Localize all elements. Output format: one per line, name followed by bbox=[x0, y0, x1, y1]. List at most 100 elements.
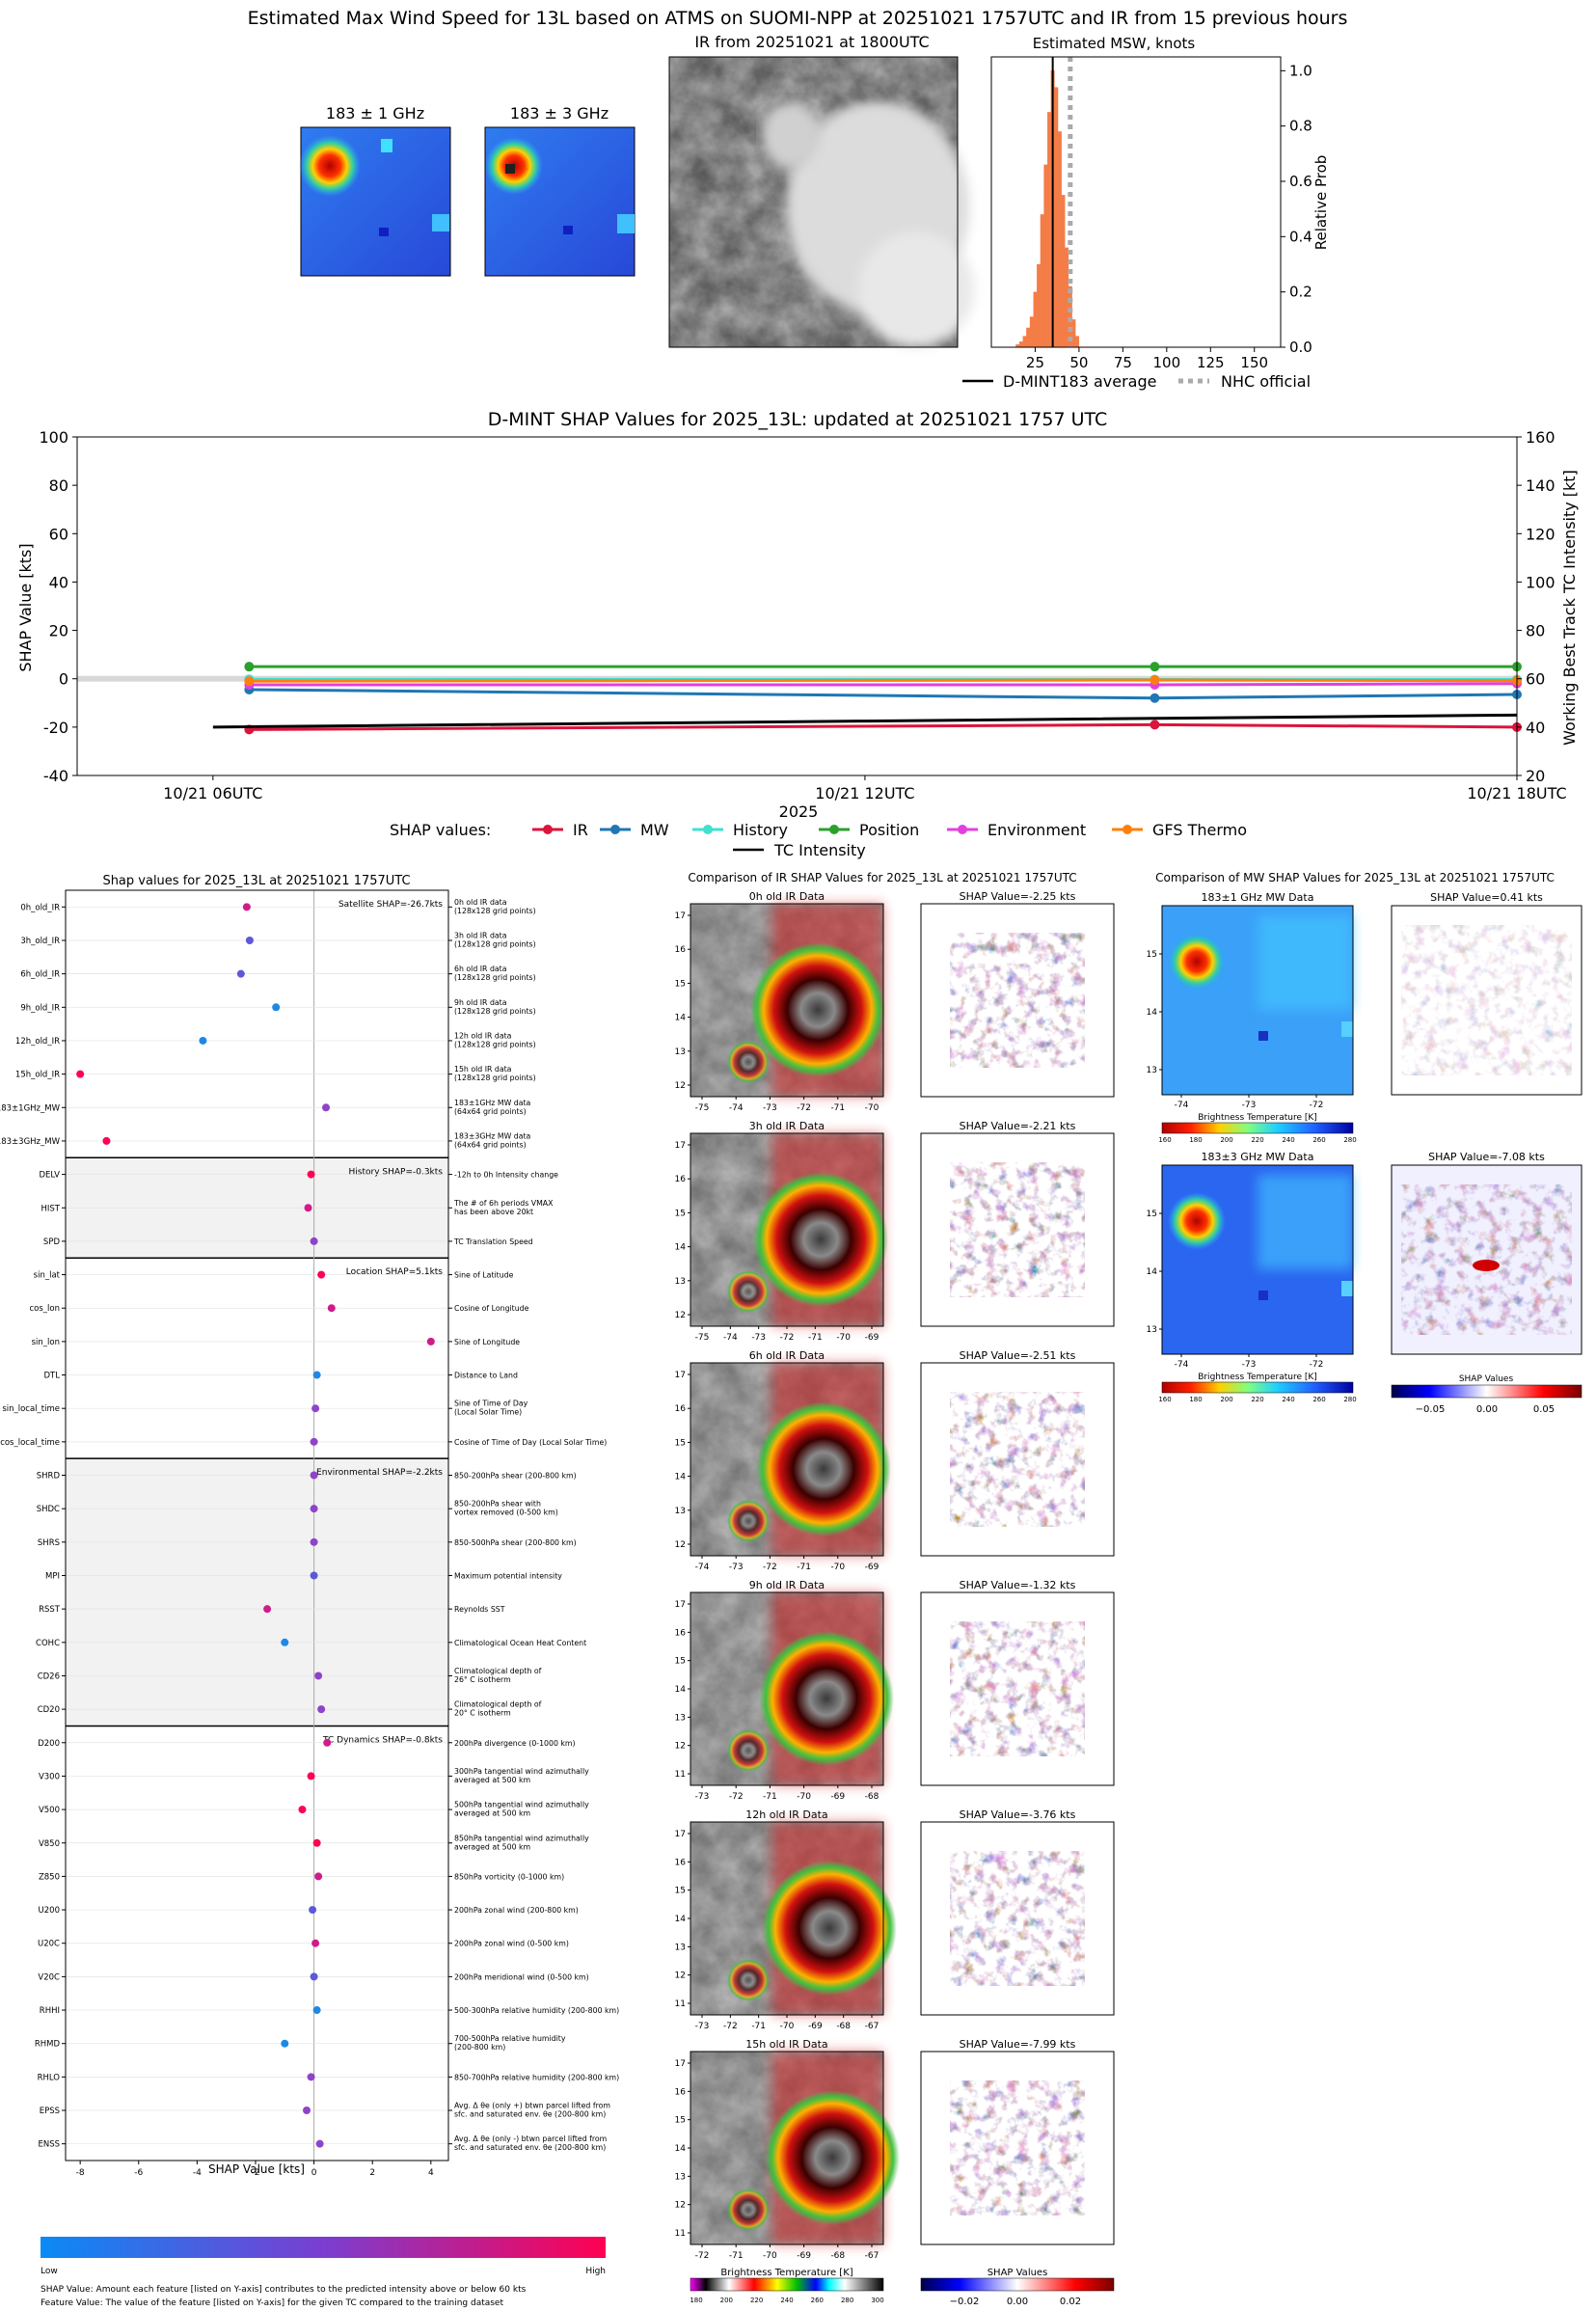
feature-description: (Local Solar Time) bbox=[454, 1408, 522, 1417]
mw-xtick: -73 bbox=[1242, 1101, 1257, 1110]
mw-cbar-tick: 280 bbox=[1343, 1136, 1356, 1144]
hist-ytick: 0.8 bbox=[1289, 118, 1312, 135]
ir-ytick: 11 bbox=[675, 1999, 686, 2009]
scatter-xtick: -6 bbox=[134, 2168, 143, 2178]
feature-description: 6h old IR data bbox=[454, 965, 507, 973]
shap-point bbox=[199, 1036, 207, 1045]
feature-description: 850-200hPa shear with bbox=[454, 1500, 541, 1509]
mw-cbar-tick: 260 bbox=[1312, 1396, 1325, 1403]
feature-description: Climatological Ocean Heat Content bbox=[454, 1639, 586, 1647]
mw-ytick: 14 bbox=[1147, 1008, 1158, 1018]
group-label: Location SHAP=5.1kts bbox=[346, 1267, 444, 1277]
ts-y2tick: 60 bbox=[1526, 670, 1545, 689]
ir-ytick: 13 bbox=[675, 1713, 686, 1723]
ir-xtick: -74 bbox=[729, 1103, 744, 1113]
feature-label: sin_lon bbox=[32, 1338, 60, 1347]
ir-xtick: -68 bbox=[830, 2251, 845, 2261]
ts-frame bbox=[76, 436, 1518, 776]
ir-ytick: 16 bbox=[675, 1858, 687, 1867]
shap-point bbox=[307, 1772, 315, 1781]
ts-xlabel: 2025 bbox=[779, 802, 819, 821]
hist-ytick: 0.4 bbox=[1289, 228, 1312, 245]
ir-xtick: -71 bbox=[729, 2251, 744, 2261]
ir-ytick: 12 bbox=[675, 1742, 686, 1752]
mw1-image bbox=[299, 126, 451, 277]
shap-point bbox=[303, 2107, 311, 2115]
hist-ylabel: Relative Prob bbox=[1312, 155, 1330, 251]
shap-point bbox=[314, 1672, 323, 1680]
ir-comp-title: Comparison of IR SHAP Values for 2025_13… bbox=[688, 871, 1076, 884]
ir-ytick: 17 bbox=[675, 1141, 686, 1151]
scatter-xtick: 4 bbox=[428, 2168, 434, 2178]
ir-ytick: 15 bbox=[675, 979, 686, 989]
ir-ytick: 17 bbox=[675, 911, 686, 921]
mw-cbar-tick: 180 bbox=[1189, 1396, 1202, 1403]
ir-shap-cbar-tick: 0.00 bbox=[1007, 2297, 1028, 2307]
ir-data-panel: -72 -71 -70 -69 -68 -67 17 16 15 14 13 12 11 bbox=[675, 2051, 900, 2261]
ir-data-title: 15h old IR Data bbox=[745, 2038, 827, 2051]
feature-label: V20C bbox=[38, 1972, 60, 1982]
feature-label: SHDC bbox=[37, 1505, 60, 1514]
ir-ytick: 11 bbox=[675, 1770, 686, 1780]
feature-description: 183±1GHz MW data bbox=[454, 1099, 531, 1107]
ts-ytick: 60 bbox=[49, 525, 68, 543]
ir-ytick: 17 bbox=[675, 1371, 686, 1380]
hist-title: Estimated MSW, knots bbox=[1033, 35, 1196, 52]
feature-label: SPD bbox=[43, 1237, 61, 1247]
ts-ytick: 20 bbox=[49, 622, 68, 640]
ts-y2tick: 40 bbox=[1526, 719, 1545, 737]
ts-y2tick: 80 bbox=[1526, 622, 1545, 640]
feature-description: 15h old IR data bbox=[454, 1065, 512, 1074]
feature-description: 26° C isotherm bbox=[454, 1675, 511, 1684]
scatter-xtick: -2 bbox=[251, 2168, 259, 2178]
feature-description: (128x128 grid points) bbox=[454, 907, 536, 915]
feature-description: Avg. Δ θe (only -) btwn parcel lifted fr… bbox=[454, 2134, 607, 2143]
feature-label: 3h_old_IR bbox=[20, 937, 60, 946]
ts-ytick: 40 bbox=[49, 573, 68, 591]
mw3-image bbox=[484, 126, 636, 277]
feature-description: 200hPa zonal wind (200-800 km) bbox=[454, 1906, 579, 1915]
ir-shap-panel bbox=[920, 1591, 1115, 1786]
shap-point bbox=[310, 1237, 318, 1245]
scatter-frame bbox=[65, 889, 449, 2161]
ir-cbar-tick: 200 bbox=[720, 2297, 733, 2304]
ir-xtick: -70 bbox=[780, 2022, 795, 2031]
mw-shap-cbar-label: SHAP Values bbox=[1459, 1374, 1514, 1384]
feature-label: V500 bbox=[39, 1806, 60, 1815]
ts-ytick: -20 bbox=[43, 719, 68, 737]
feature-description: 700-500hPa relative humidity bbox=[454, 2034, 566, 2043]
ir-xtick: -67 bbox=[865, 2022, 879, 2031]
ts-line-intensity bbox=[212, 713, 1518, 729]
shap-point bbox=[312, 1838, 321, 1847]
ir-xtick: -72 bbox=[797, 1103, 811, 1113]
mw-ytick: 14 bbox=[1147, 1267, 1158, 1277]
shap-colorbar: Low High bbox=[41, 2237, 606, 2276]
feature-description: 850hPa vorticity (0-1000 km) bbox=[454, 1872, 564, 1881]
feature-description: averaged at 500 km bbox=[454, 1809, 530, 1818]
shap-point bbox=[245, 936, 254, 944]
ir-xtick: -69 bbox=[808, 2022, 823, 2031]
ir-ytick: 16 bbox=[675, 2087, 687, 2097]
ir-xtick: -70 bbox=[830, 1563, 845, 1572]
ts-legend-environment: Environment bbox=[987, 821, 1086, 839]
shap-point bbox=[304, 1204, 312, 1212]
shap-timeseries: -40 -20 0 20 40 60 80 100 20 40 60 80 100 120 140 160 10… bbox=[39, 428, 1566, 802]
ts-line-mw bbox=[249, 688, 1518, 700]
hist-bar bbox=[1047, 112, 1051, 348]
ts-ytick: 0 bbox=[59, 670, 68, 689]
ir-ytick: 13 bbox=[675, 1507, 686, 1516]
feature-description: vortex removed (0-500 km) bbox=[454, 1509, 558, 1517]
msw-histogram: 25 50 75 100 125 150 0.0 0.2 0.4 0.6 0.8 1.0 bbox=[990, 56, 1312, 371]
feature-description: Maximum potential intensity bbox=[454, 1571, 562, 1580]
mw-shap-title: SHAP Value=0.41 kts bbox=[1430, 891, 1543, 904]
ir-cbar-label: Brightness Temperature [K] bbox=[720, 2268, 852, 2278]
mw-data-panel: -74 -73 -72 15 14 13 Brightness Temperature [K… bbox=[1147, 1164, 1357, 1403]
ts-ytick: 100 bbox=[39, 428, 68, 447]
feature-description: 300hPa tangential wind azimuthally bbox=[454, 1767, 589, 1776]
ts-legend-history: History bbox=[733, 821, 788, 839]
ir-cbar-tick: 300 bbox=[871, 2297, 883, 2304]
hist-bar bbox=[1029, 316, 1034, 348]
hist-bar bbox=[1043, 164, 1048, 348]
feature-label: HIST bbox=[41, 1204, 61, 1213]
